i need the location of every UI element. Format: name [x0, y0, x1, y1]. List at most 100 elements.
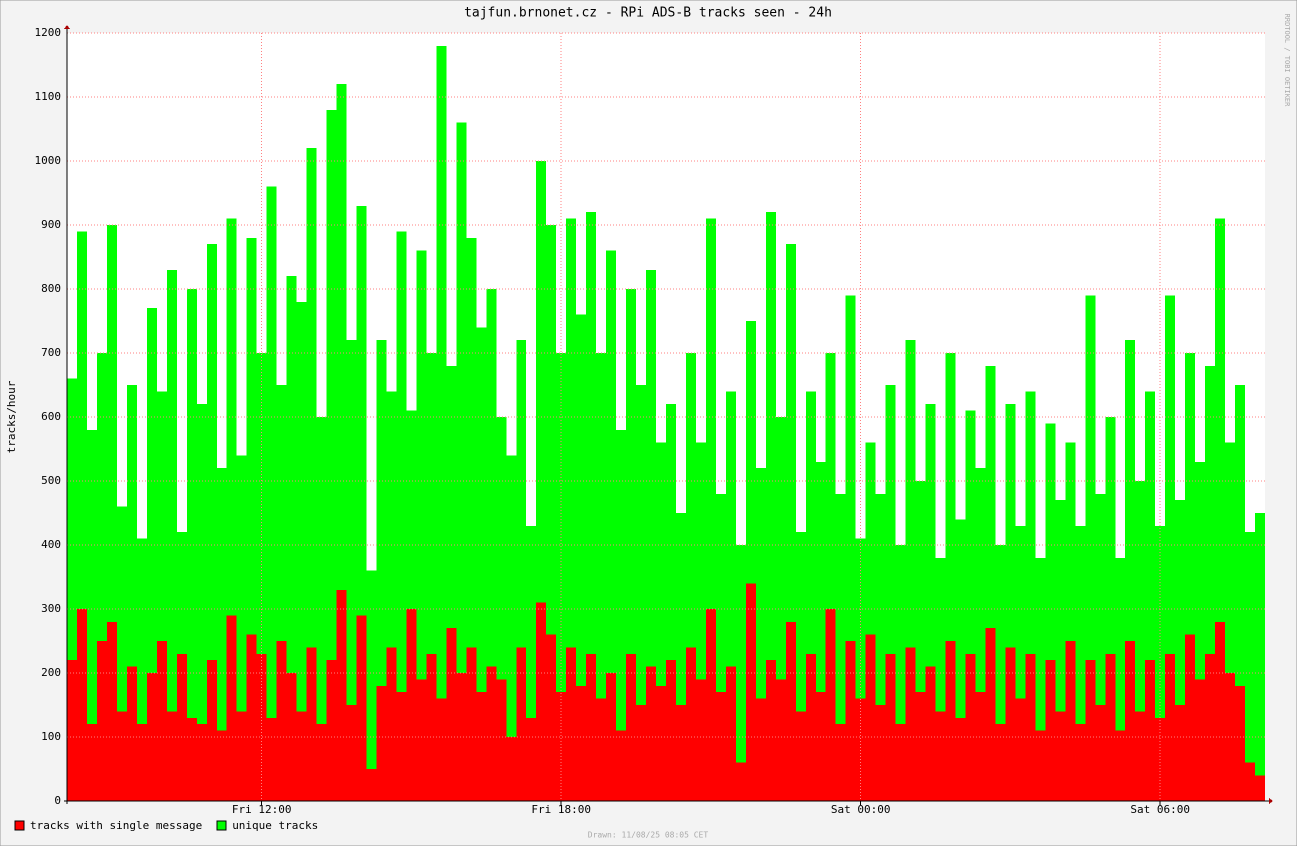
- bar: [436, 45, 447, 802]
- legend-swatch: [14, 820, 25, 831]
- bar: [1165, 653, 1176, 801]
- bar: [1185, 634, 1196, 801]
- y-tick-label: 300: [41, 602, 61, 615]
- bar: [436, 698, 447, 801]
- bar: [955, 519, 966, 801]
- bar: [316, 417, 327, 801]
- bar: [356, 615, 367, 801]
- bar: [296, 711, 307, 801]
- bar: [86, 429, 97, 801]
- bar: [755, 698, 766, 801]
- bar: [126, 385, 137, 801]
- bar: [765, 660, 776, 801]
- bar: [1005, 404, 1016, 801]
- bar: [1105, 417, 1116, 801]
- bar: [1175, 500, 1186, 801]
- bar: [905, 340, 916, 801]
- y-tick-label: 0: [54, 794, 61, 807]
- bar: [885, 385, 896, 801]
- bar: [1085, 295, 1096, 801]
- bar: [1205, 365, 1216, 801]
- bar: [346, 340, 357, 801]
- bar: [675, 513, 686, 801]
- bar: [226, 615, 237, 801]
- bar: [985, 628, 996, 801]
- bar: [656, 685, 666, 801]
- x-tick-label: Fri 12:00: [232, 803, 292, 816]
- bar: [1015, 698, 1026, 801]
- bar: [675, 705, 686, 801]
- bar: [206, 660, 217, 801]
- bar: [1065, 442, 1076, 801]
- bar: [865, 442, 876, 801]
- bar: [636, 385, 647, 801]
- bar: [236, 711, 247, 801]
- bar: [336, 84, 347, 801]
- bar: [386, 391, 397, 801]
- bar: [576, 314, 587, 801]
- y-tick-label: 700: [41, 346, 61, 359]
- y-tick-label: 900: [41, 218, 61, 231]
- bar: [286, 276, 297, 801]
- bar: [1245, 762, 1256, 801]
- bar: [416, 679, 427, 801]
- bar: [975, 468, 986, 801]
- bar: [256, 653, 267, 801]
- y-tick-label: 200: [41, 666, 61, 679]
- bar: [266, 186, 277, 802]
- x-tick-label: Sat 06:00: [1130, 803, 1190, 816]
- bar: [326, 109, 337, 802]
- bar: [705, 609, 716, 801]
- bar: [596, 698, 607, 801]
- bar: [975, 692, 986, 801]
- bar: [1105, 653, 1116, 801]
- bar: [396, 231, 407, 801]
- y-tick-label: 500: [41, 474, 61, 487]
- bar: [526, 717, 537, 801]
- bar: [1225, 673, 1236, 801]
- bar: [885, 653, 896, 801]
- bar: [955, 717, 966, 801]
- bar: [566, 647, 577, 801]
- axes: 0 100 200 300 400 500 600 700 800 900 1000 1100 1200…: [35, 25, 1273, 816]
- legend-label: unique tracks: [232, 819, 318, 832]
- bar: [1245, 532, 1256, 801]
- bar: [596, 353, 607, 801]
- watermark: RRDTOOL / TOBI OETIKER: [1283, 14, 1291, 108]
- bar: [506, 737, 517, 801]
- bar: [146, 308, 157, 801]
- bar: [1075, 724, 1086, 801]
- bar: [1255, 775, 1265, 801]
- bar: [266, 717, 277, 801]
- bar: [685, 353, 696, 801]
- bar: [296, 301, 307, 801]
- bar: [156, 391, 167, 801]
- bar: [476, 692, 487, 801]
- bar: [685, 647, 696, 801]
- bar: [346, 705, 357, 801]
- y-tick-label: 600: [41, 410, 61, 423]
- bar: [925, 666, 936, 801]
- bar: [825, 353, 836, 801]
- bar: [536, 602, 547, 801]
- x-tick-label: Fri 18:00: [531, 803, 591, 816]
- bar: [356, 205, 367, 802]
- bar: [985, 365, 996, 801]
- bar: [496, 679, 507, 801]
- bar: [1215, 621, 1226, 801]
- bar: [815, 692, 826, 801]
- bar: [915, 481, 926, 801]
- bar: [456, 673, 467, 801]
- bar: [735, 762, 746, 801]
- x-tick-label: Sat 00:00: [831, 803, 891, 816]
- bar: [1055, 500, 1066, 801]
- bar: [116, 711, 127, 801]
- bar: [815, 461, 826, 801]
- bar: [1145, 660, 1156, 801]
- bar: [1025, 391, 1036, 801]
- bar: [1165, 295, 1176, 801]
- bar: [246, 634, 257, 801]
- bar: [556, 692, 567, 801]
- bar: [745, 321, 756, 801]
- bar: [825, 609, 836, 801]
